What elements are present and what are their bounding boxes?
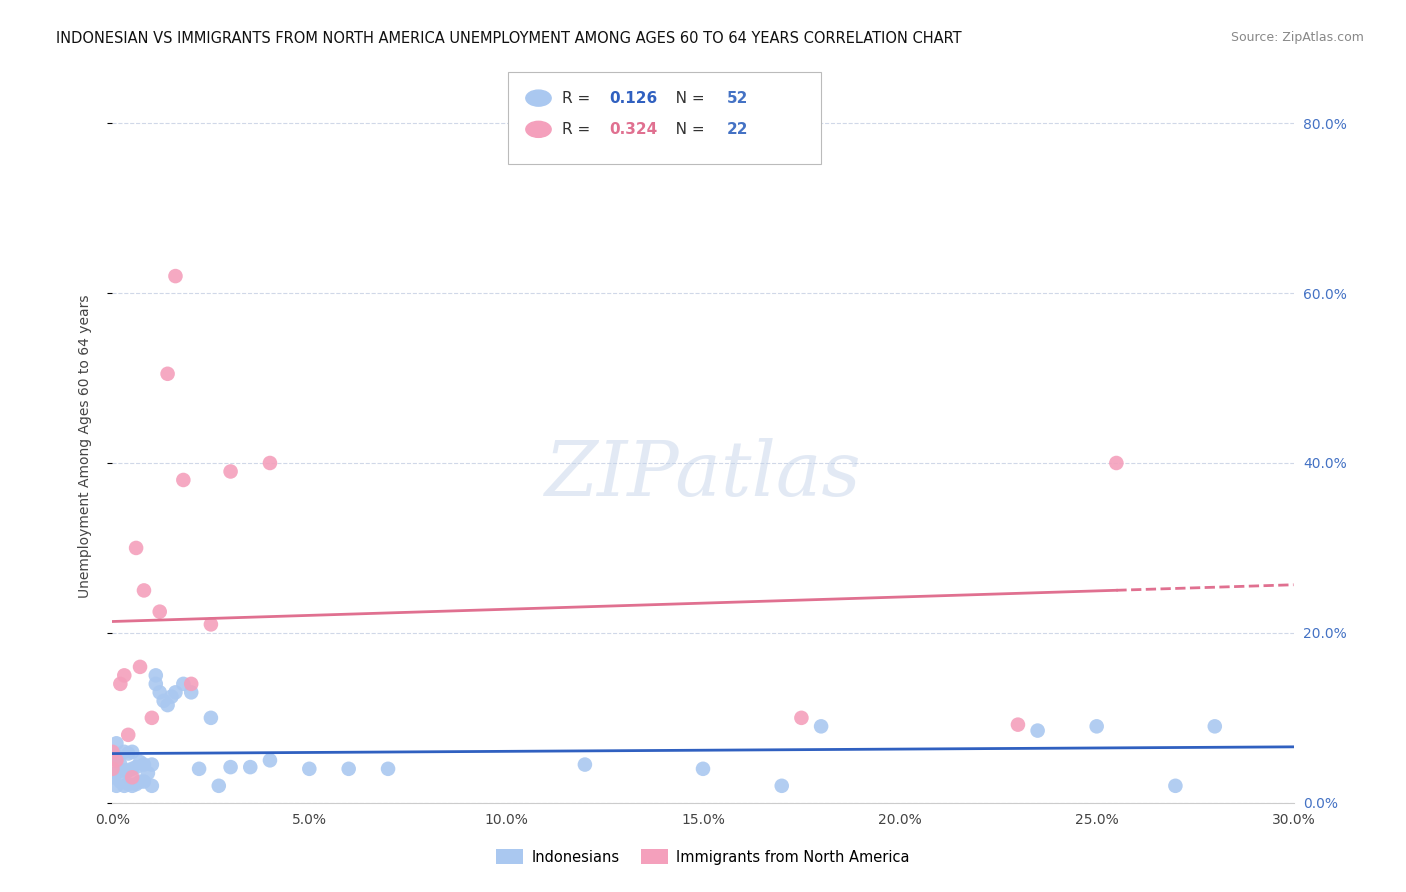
Point (125, 760, 148, 774)
Point (200, 617, 222, 632)
Point (160, 690, 183, 704)
Point (112, 668, 135, 682)
Point (110, 677, 132, 691)
Point (141, 711, 163, 725)
Text: 0.324: 0.324 (609, 122, 657, 136)
Point (132, 774, 155, 789)
Point (132, 757, 155, 772)
Point (188, 762, 211, 776)
Point (112, 745, 135, 759)
Point (125, 541, 148, 555)
Text: N =: N = (661, 91, 709, 105)
Point (259, 456, 281, 470)
Point (125, 777, 148, 791)
Point (105, 779, 128, 793)
Point (172, 677, 194, 691)
Point (141, 757, 163, 772)
Point (105, 749, 128, 764)
Point (101, 770, 124, 784)
Point (152, 694, 174, 708)
Point (105, 753, 128, 767)
Point (136, 766, 159, 780)
Point (219, 760, 242, 774)
Point (239, 760, 262, 774)
Point (105, 766, 128, 780)
Point (149, 685, 172, 699)
Point (121, 770, 143, 784)
Text: ZIPatlas: ZIPatlas (544, 438, 862, 511)
Point (112, 779, 135, 793)
Point (149, 605, 172, 619)
Text: 0.126: 0.126 (609, 91, 657, 105)
Legend: Indonesians, Immigrants from North America: Indonesians, Immigrants from North Ameri… (491, 843, 915, 871)
Point (101, 749, 124, 764)
Point (180, 685, 202, 699)
Point (1204, 719, 1226, 733)
Text: R =: R = (562, 122, 596, 136)
Point (574, 757, 596, 772)
Point (200, 711, 222, 725)
Point (1026, 723, 1049, 738)
Point (132, 583, 155, 598)
Point (259, 753, 281, 767)
Point (110, 757, 132, 772)
Point (117, 777, 139, 791)
Point (145, 668, 167, 682)
Point (208, 779, 231, 793)
Point (117, 747, 139, 761)
Text: N =: N = (661, 122, 709, 136)
Point (377, 762, 399, 776)
Text: R =: R = (562, 91, 596, 105)
Point (129, 774, 152, 789)
Point (101, 762, 124, 776)
Text: 22: 22 (727, 122, 748, 136)
Point (156, 367, 179, 381)
Point (1007, 717, 1029, 731)
Point (165, 685, 187, 699)
Point (121, 779, 143, 793)
Point (1164, 779, 1187, 793)
Text: INDONESIAN VS IMMIGRANTS FROM NORTH AMERICA UNEMPLOYMENT AMONG AGES 60 TO 64 YEA: INDONESIAN VS IMMIGRANTS FROM NORTH AMER… (56, 31, 962, 46)
Point (790, 711, 813, 725)
Point (129, 660, 152, 674)
Point (112, 764, 135, 778)
Point (298, 762, 321, 776)
Point (117, 764, 139, 778)
Point (337, 762, 360, 776)
Point (129, 755, 152, 769)
Point (121, 762, 143, 776)
Point (692, 762, 714, 776)
Text: 52: 52 (727, 91, 748, 105)
Point (810, 719, 832, 733)
Point (105, 736, 128, 750)
Point (172, 473, 194, 487)
Point (156, 698, 179, 712)
Point (1085, 719, 1108, 733)
Point (145, 677, 167, 691)
Point (1105, 456, 1128, 470)
Point (101, 745, 124, 759)
Text: Source: ZipAtlas.com: Source: ZipAtlas.com (1230, 31, 1364, 45)
Point (165, 269, 187, 284)
Point (117, 728, 139, 742)
Y-axis label: Unemployment Among Ages 60 to 64 years: Unemployment Among Ages 60 to 64 years (77, 294, 91, 598)
Point (141, 779, 163, 793)
Point (180, 677, 202, 691)
Point (121, 745, 143, 759)
Point (770, 779, 793, 793)
Point (219, 465, 242, 479)
Point (110, 774, 132, 789)
